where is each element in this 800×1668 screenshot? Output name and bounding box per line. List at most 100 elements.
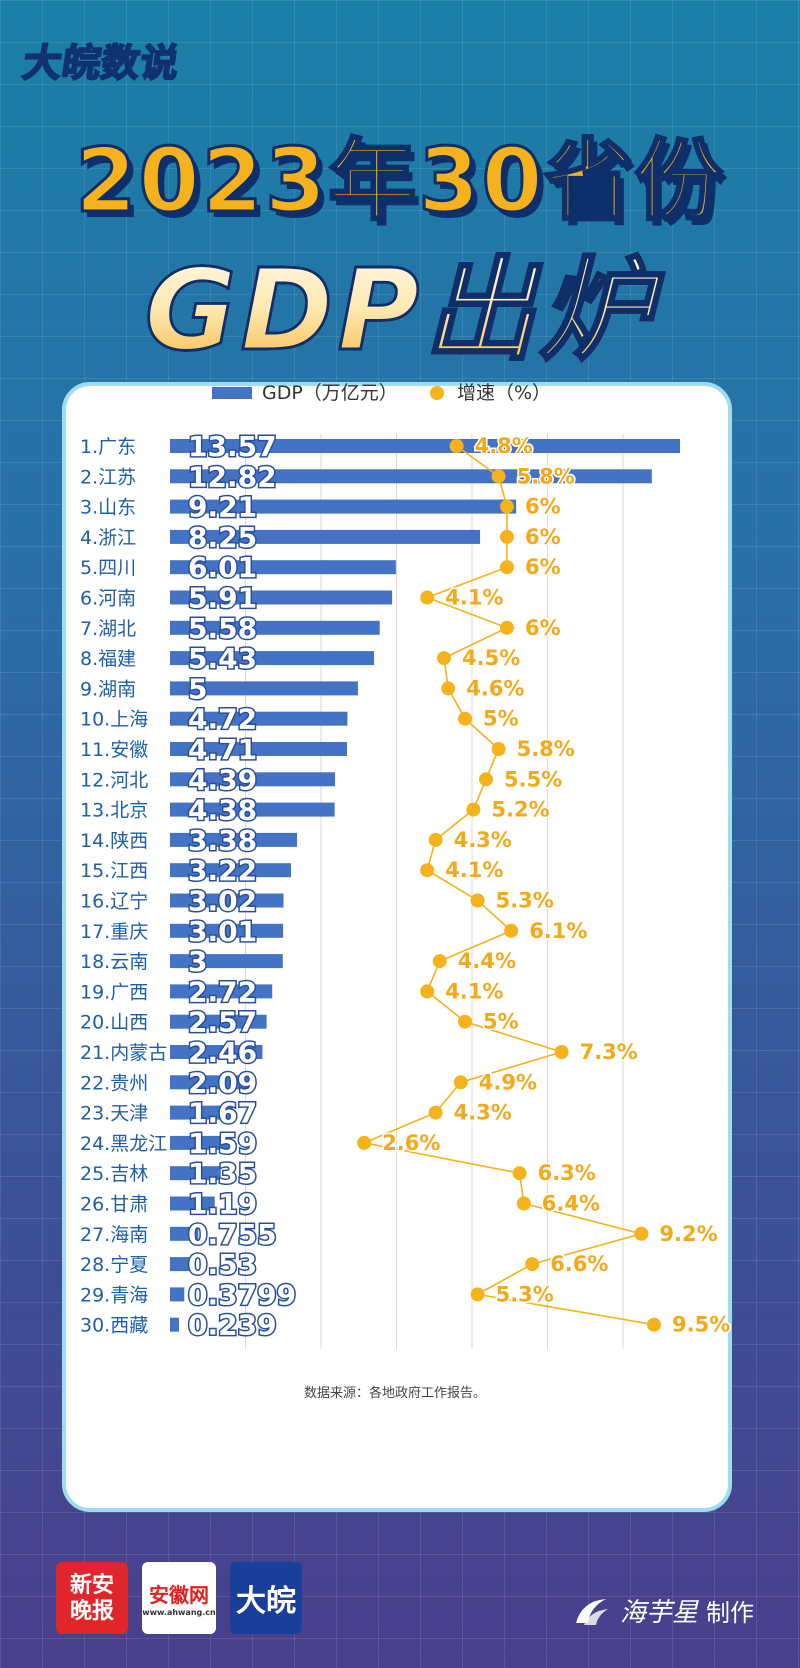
gdp-value-label: 5.58 [188,612,257,645]
gdp-value-label: 2.46 [188,1036,257,1069]
gdp-bar [170,832,298,847]
gdp-value-label: 1.67 [188,1097,257,1130]
category-label: 4.浙江 [80,527,136,549]
growth-point [491,469,506,484]
growth-value-label: 4.6% [466,676,524,700]
category-label: 28.宁夏 [80,1254,148,1276]
category-label: 14.陕西 [80,830,148,852]
growth-value-label: 9.5% [672,1313,730,1337]
growth-value-label: 5% [483,707,519,731]
gdp-bar [170,590,393,605]
gdp-bar [170,1135,230,1150]
gdp-value-label: 3 [188,945,207,978]
gdp-value-label: 4.38 [188,794,257,827]
growth-value-label: 5.5% [504,767,562,791]
gdp-value-label: 4.39 [188,763,257,796]
category-label: 27.海南 [80,1224,148,1246]
legend-gdp-swatch [212,387,252,399]
growth-value-label: 4.9% [479,1070,537,1094]
gdp-bar [170,1045,263,1059]
gdp-value-label: 2.57 [188,1006,257,1039]
wave-icon [576,1598,608,1625]
growth-point [420,590,435,605]
growth-point [453,1075,468,1090]
gdp-value-label: 3.01 [188,915,257,948]
growth-value-label: 5.3% [496,1282,554,1306]
legend-growth-label: 增速（%） [457,382,551,404]
growth-point [554,1045,569,1059]
brand-logo-text: 大皖数说 [19,40,183,86]
gdp-bar [170,893,284,908]
gdp-value-label: 0.3799 [188,1278,296,1311]
category-label: 16.辽宁 [80,891,148,913]
gdp-value-label: 9.21 [188,491,257,524]
gdp-bar [170,742,348,756]
growth-point [647,1317,661,1332]
ahwang-logo-text: 安徽网 [149,1583,209,1607]
growth-point [441,681,456,696]
legend-gdp-label: GDP（万亿元） [262,382,398,404]
growth-value-label: 4.3% [454,828,512,852]
growth-point [512,1166,527,1181]
gdp-bar [170,923,284,938]
growth-point [470,1287,485,1302]
growth-point [420,984,435,999]
gdp-bar [170,863,292,878]
growth-value-label: 6.1% [529,919,587,943]
growth-value-label: 6.3% [538,1161,596,1185]
growth-value-label: 4.1% [445,858,503,882]
gdp-value-label: 4.72 [188,703,257,736]
category-label: 22.贵州 [80,1072,148,1094]
source-note: 数据来源：各地政府工作报告。 [304,1385,486,1401]
growth-line [361,445,655,1326]
gdp-bar [170,1226,199,1241]
category-label: 24.黑龙江 [80,1133,167,1155]
category-label: 10.上海 [80,709,148,731]
gdp-value-label: 0.755 [188,1218,277,1251]
category-label: 15.江西 [80,860,148,882]
growth-value-label: 6% [525,616,561,640]
category-label: 7.湖北 [80,618,136,640]
gdp-bar [170,1317,179,1332]
gdp-chart: GDP（万亿元） 增速（%） 1.广东 13.57 2.江苏 12.82 3.山东 9.2… [80,382,732,1401]
gdp-value-label: 3.22 [188,854,257,887]
gdp-bar [170,529,481,544]
maker-suffix: 制作 [706,1599,755,1627]
gdp-value-label: 4.71 [188,733,257,766]
gdp-bar [170,1257,190,1272]
gdp-bar [170,772,335,787]
category-label: 8.福建 [80,648,136,670]
growth-value-label: 5% [483,1010,519,1034]
category-label: 12.河北 [80,769,148,791]
growth-point [437,651,451,666]
gdp-bar [170,1196,215,1211]
page-title-line2: GDP出炉 [0,220,800,382]
growth-value-label: 6% [525,495,561,519]
growth-value-label: 6% [525,555,561,579]
growth-value-label: 5.2% [491,798,549,822]
gdp-bar [170,711,348,726]
grid-layer [245,434,624,1349]
growth-point [516,1196,531,1211]
growth-value-label: 2.6% [382,1131,440,1155]
growth-line-layer [357,439,661,1332]
growth-point [500,529,514,544]
growth-point [428,832,443,847]
growth-point [458,1014,472,1029]
gdp-bar [170,620,380,635]
gdp-value-label: 2.72 [188,975,257,1008]
growth-value-label: 4.3% [454,1101,512,1125]
gdp-bar [170,1014,267,1029]
growth-point [449,439,464,453]
category-label: 20.山西 [80,1012,148,1034]
maker-name: 海芋星 [620,1598,699,1628]
growth-point [504,923,519,938]
dawan-logo: 大皖 [230,1562,302,1634]
gdp-bar [170,499,517,514]
maker-credit: 海芋星 制作 [572,1592,754,1629]
growth-value-label: 7.3% [580,1040,638,1064]
gdp-bar [170,954,283,969]
category-label: 3.山东 [80,497,136,519]
category-label: 9.湖南 [80,678,136,700]
category-label: 25.吉林 [80,1163,148,1185]
